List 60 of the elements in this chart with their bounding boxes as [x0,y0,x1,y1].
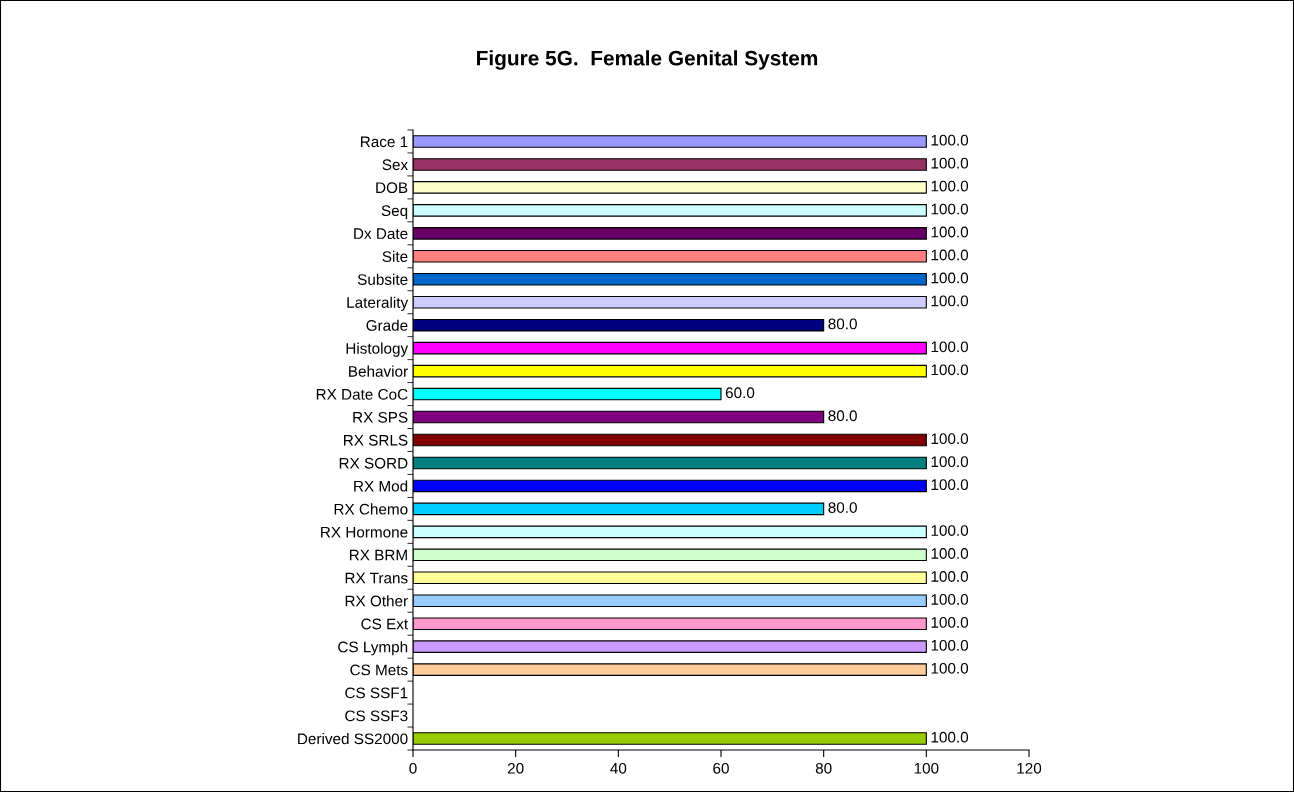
y-tick-label: RX Date CoC [316,388,408,400]
y-tick-label: CS SSF3 [345,710,408,722]
data-label: 100.0 [931,295,969,307]
y-tick-label: RX Mod [354,480,408,492]
y-tick-label: RX BRM [349,549,407,561]
data-label: 100.0 [931,571,969,582]
y-tick-label: Sex [382,159,408,171]
x-tick-label: 0 [409,762,417,774]
y-tick-label: Dx Date [354,228,408,240]
x-tick-label: 100 [914,762,939,774]
y-tick-label: RX SORD [339,457,408,469]
y-tick-label: Site [382,250,408,262]
y-tick-label: CS Ext [361,618,409,630]
y-tick-label: CS Lymph [338,641,408,656]
y-tick-label: Subsite [357,273,408,285]
y-tick-label: Behavior [349,365,408,377]
data-label: 100.0 [931,594,969,605]
data-label: 100.0 [931,180,969,192]
data-label: 100.0 [931,479,969,491]
data-label: 80.0 [828,318,857,330]
data-label: 100.0 [931,662,969,674]
y-tick-label: CS Mets [350,664,408,676]
y-tick-label: Grade [366,319,408,331]
data-label: 100.0 [931,525,969,536]
data-label: 100.0 [931,226,969,238]
y-tick-label: RX Other [345,595,408,607]
x-tick-label: 20 [507,762,524,774]
x-tick-label: 80 [815,762,832,774]
x-tick-label: 60 [713,762,729,774]
y-tick-label: RX SRLS [344,434,408,446]
y-tick-label: Histology [346,342,409,357]
data-label: 100.0 [931,616,969,628]
y-tick-label: Race 1 [360,136,408,148]
y-tick-label: RX Chemo [334,503,408,515]
data-label: 100.0 [931,433,969,445]
data-label: 80.0 [828,410,857,422]
data-label: 100.0 [931,272,969,284]
y-tick-label: RX SPS [353,411,408,423]
data-label: 100.0 [931,364,969,376]
data-label: 100.0 [931,249,969,261]
data-label: 100.0 [931,731,969,743]
y-tick-label: Laterality [347,296,409,311]
data-label: 80.0 [828,502,857,513]
chart-title: Figure 5G. Female Genital System [477,50,818,70]
x-tick-label: 40 [610,762,627,774]
data-label: 100.0 [931,203,969,215]
data-label: 100.0 [931,157,969,169]
data-label: 100.0 [931,134,969,146]
data-label: 100.0 [931,639,969,651]
data-label: 60.0 [725,387,755,399]
data-label: 100.0 [931,456,969,468]
data-label: 100.0 [931,548,969,559]
x-tick-label: 120 [1017,762,1042,774]
y-tick-label: RX Trans [345,572,408,584]
y-tick-label: RX Hormone [321,526,408,538]
data-label: 100.0 [931,341,969,353]
y-tick-label: CS SSF1 [345,687,408,699]
y-tick-label: Seq [381,205,408,220]
y-tick-label: DOB [376,182,408,194]
y-tick-label: Derived SS2000 [298,732,408,745]
